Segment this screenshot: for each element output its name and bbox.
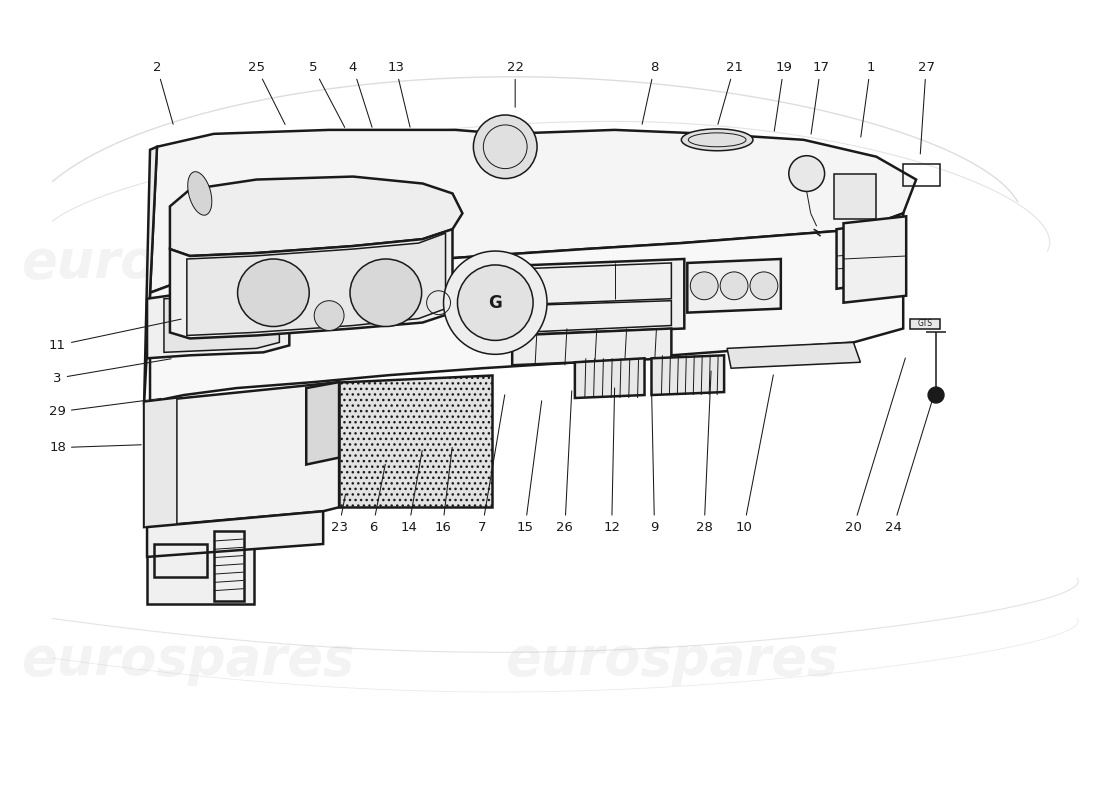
- Polygon shape: [651, 355, 724, 395]
- Text: eurospares: eurospares: [505, 237, 838, 289]
- Text: 22: 22: [507, 61, 524, 107]
- Polygon shape: [164, 296, 279, 352]
- Text: 3: 3: [53, 358, 172, 385]
- Text: 24: 24: [884, 390, 935, 534]
- Polygon shape: [147, 289, 289, 358]
- Circle shape: [720, 272, 748, 300]
- Text: 25: 25: [248, 61, 285, 125]
- Text: 28: 28: [696, 371, 713, 534]
- Circle shape: [473, 115, 537, 178]
- Polygon shape: [144, 398, 177, 527]
- Text: 6: 6: [368, 464, 385, 534]
- Polygon shape: [187, 233, 446, 335]
- Text: 14: 14: [400, 450, 422, 534]
- Polygon shape: [169, 177, 462, 256]
- Circle shape: [928, 387, 944, 403]
- Polygon shape: [144, 382, 339, 527]
- Polygon shape: [834, 174, 877, 219]
- Polygon shape: [147, 511, 323, 557]
- Polygon shape: [836, 223, 880, 289]
- Text: 12: 12: [603, 388, 620, 534]
- Text: 21: 21: [718, 61, 743, 124]
- Polygon shape: [150, 130, 916, 293]
- Text: 13: 13: [387, 61, 410, 127]
- Text: eurospares: eurospares: [21, 634, 354, 686]
- Polygon shape: [844, 216, 906, 302]
- Polygon shape: [727, 342, 860, 368]
- Text: GTS: GTS: [917, 319, 933, 328]
- Text: 27: 27: [917, 61, 935, 154]
- Text: 20: 20: [845, 358, 905, 534]
- Text: eurospares: eurospares: [505, 634, 838, 686]
- Circle shape: [315, 301, 344, 330]
- Circle shape: [443, 251, 547, 354]
- Text: 17: 17: [811, 61, 829, 134]
- Text: 2: 2: [153, 61, 173, 124]
- Text: 7: 7: [478, 394, 505, 534]
- Circle shape: [458, 265, 534, 341]
- Text: G: G: [488, 294, 503, 312]
- Polygon shape: [147, 527, 253, 603]
- Circle shape: [789, 156, 825, 191]
- Ellipse shape: [350, 259, 421, 326]
- Text: 10: 10: [736, 375, 773, 534]
- Polygon shape: [508, 259, 684, 335]
- Ellipse shape: [188, 172, 212, 215]
- Text: 8: 8: [642, 61, 659, 124]
- Polygon shape: [688, 259, 781, 313]
- Circle shape: [691, 272, 718, 300]
- Text: 18: 18: [50, 441, 141, 454]
- Text: 5: 5: [309, 61, 344, 127]
- Text: 29: 29: [50, 398, 162, 418]
- Ellipse shape: [681, 129, 754, 150]
- Text: 15: 15: [517, 401, 541, 534]
- Text: 1: 1: [861, 61, 875, 137]
- Polygon shape: [339, 375, 493, 507]
- Polygon shape: [910, 318, 940, 329]
- Text: 26: 26: [557, 391, 573, 534]
- Polygon shape: [306, 382, 339, 465]
- Text: 16: 16: [434, 447, 452, 534]
- Text: eurospares: eurospares: [21, 237, 354, 289]
- Polygon shape: [575, 358, 645, 398]
- Polygon shape: [169, 229, 452, 338]
- Text: 4: 4: [349, 61, 372, 127]
- Polygon shape: [150, 214, 903, 402]
- Polygon shape: [144, 146, 157, 405]
- Text: 23: 23: [331, 494, 348, 534]
- Circle shape: [750, 272, 778, 300]
- Text: 19: 19: [774, 61, 792, 131]
- Polygon shape: [513, 329, 671, 366]
- Text: 9: 9: [650, 388, 659, 534]
- Text: 11: 11: [50, 319, 182, 352]
- Ellipse shape: [238, 259, 309, 326]
